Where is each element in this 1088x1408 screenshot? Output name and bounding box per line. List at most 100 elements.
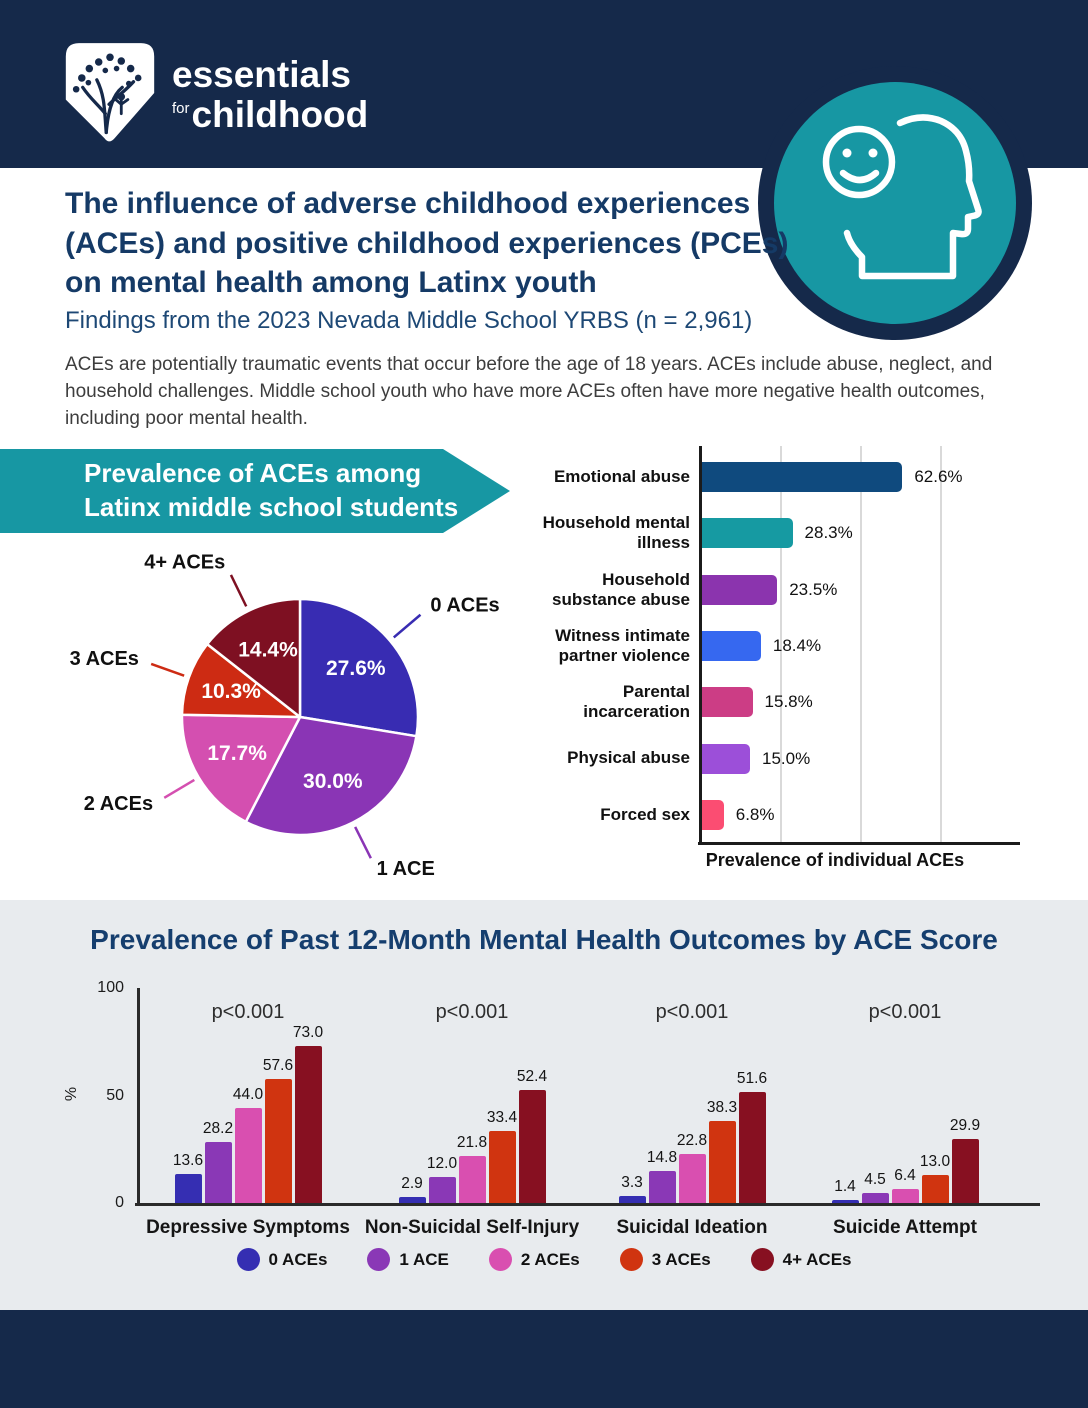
pie-slice-value: 14.4% — [238, 639, 298, 662]
logo-word-childhood: forchildhood — [172, 93, 369, 135]
pie-slice — [244, 715, 418, 837]
bar-category-label: Household substance abuse — [552, 569, 690, 609]
bar — [204, 1142, 232, 1203]
logo-word-for: for — [172, 99, 190, 117]
bar — [458, 1156, 486, 1203]
bar — [702, 518, 793, 549]
essentials-tree-nevada-icon — [65, 43, 155, 142]
bar-value-label: 52.4 — [516, 1068, 548, 1086]
outcomes-chart-title: Prevalence of Past 12-Month Mental Healt… — [90, 924, 998, 955]
bar — [738, 1092, 766, 1203]
bar-value-label: 21.8 — [456, 1134, 488, 1152]
legend-label: 3 ACEs — [651, 1249, 711, 1269]
x-axis-line — [135, 1203, 1040, 1206]
bar — [951, 1138, 979, 1203]
pie-slice-value: 10.3% — [201, 680, 261, 703]
bar — [861, 1193, 889, 1203]
bar — [702, 799, 724, 830]
bar — [702, 687, 753, 718]
banner-line-2: Latinx middle school students — [84, 492, 459, 522]
legend-item: 1 ACE — [367, 1248, 449, 1271]
pie-slice — [205, 597, 302, 719]
logo-word-essentials: essentials — [172, 54, 351, 95]
bar-category-label: Emotional abuse — [553, 466, 690, 486]
bar-value-label: 6.8% — [735, 804, 775, 824]
pie-slice-label: 3 ACEs — [70, 648, 139, 670]
y-axis-title: % — [63, 1086, 80, 1102]
x-axis-line — [698, 842, 1020, 845]
gridline — [940, 446, 942, 842]
section-banner: Prevalence of ACEs among Latinx middle s… — [0, 449, 510, 533]
pie-leader-line — [163, 778, 195, 799]
p-value-label: p<0.001 — [211, 1001, 285, 1023]
ace-score-legend: 0 ACEs 1 ACE 2 ACEs 3 ACEs 4+ ACEs — [0, 1248, 1088, 1271]
pie-leader-line — [354, 826, 372, 859]
legend-label: 1 ACE — [399, 1249, 449, 1269]
bar-value-label: 2.9 — [401, 1174, 423, 1192]
bar-value-label: 33.4 — [486, 1109, 518, 1127]
bar-category-label: Household mental illness — [542, 513, 690, 553]
title-line-2: (ACEs) and positive childhood experience… — [65, 226, 789, 260]
gridline — [860, 446, 862, 842]
footer-band: N School of Public Health Making Health … — [0, 1310, 1088, 1408]
legend-swatch — [488, 1248, 512, 1271]
pie-slice-value: 27.6% — [326, 657, 386, 680]
legend-label: 2 ACEs — [520, 1249, 580, 1269]
bar-value-label: 44.0 — [232, 1086, 264, 1104]
bar-value-label: 23.5% — [789, 579, 838, 599]
header-logo-text: essentials forchildhood — [172, 54, 369, 135]
bar-value-label: 28.3% — [804, 523, 853, 543]
pie-slice — [180, 713, 302, 824]
bar-value-label: 4.5 — [864, 1171, 886, 1189]
bar — [294, 1046, 322, 1203]
y-tick-label: 0 — [115, 1194, 124, 1211]
bar-value-label: 15.0% — [762, 748, 811, 768]
pie-slice — [298, 597, 420, 738]
bar — [428, 1177, 456, 1203]
bar-value-label: 22.8 — [676, 1131, 708, 1149]
bar-value-label: 12.0 — [426, 1155, 458, 1173]
title-line-1: The influence of adverse childhood exper… — [65, 187, 751, 220]
title-line-3: on mental health among Latinx youth — [65, 266, 597, 300]
bar-value-label: 38.3 — [706, 1098, 738, 1116]
bar-value-label: 51.6 — [736, 1070, 768, 1088]
legend-swatch — [236, 1248, 260, 1271]
y-tick-label: 50 — [106, 1086, 124, 1104]
group-label: Non-Suicidal Self-Injury — [364, 1217, 580, 1238]
bar — [618, 1195, 646, 1203]
pie-slice-label: 1 ACE — [377, 858, 435, 880]
outcomes-bar-chart: 0 50 100% p<0.001 13.6 28.2 44.0 57.6 73.0 Depres… — [60, 975, 1060, 1275]
bar-value-label: 13.0 — [919, 1153, 951, 1171]
pie-slice-value: 30.0% — [303, 770, 363, 793]
y-axis-line — [699, 446, 702, 845]
bar — [702, 630, 761, 661]
intro-paragraph: ACEs are potentially traumatic events th… — [65, 354, 993, 429]
bar-value-label: 57.6 — [262, 1057, 294, 1075]
individual-aces-bar-chart: Prevalence of individual ACEs Emotional … — [540, 440, 1088, 900]
bar-value-label: 18.4% — [772, 635, 822, 655]
bar-value-label: 6.4 — [894, 1167, 916, 1185]
bar — [398, 1196, 426, 1203]
bar-value-label: 3.3 — [621, 1173, 643, 1191]
bar — [831, 1199, 859, 1203]
bar-value-label: 15.8% — [764, 692, 813, 712]
bar-category-label: Physical abuse — [567, 748, 690, 768]
bar-value-label: 73.0 — [292, 1024, 324, 1042]
legend-item: 4+ ACEs — [750, 1248, 852, 1271]
group-label: Depressive Symptoms — [146, 1217, 350, 1238]
pie-leader-line — [150, 662, 185, 677]
legend-label: 0 ACEs — [268, 1249, 328, 1269]
legend-swatch — [367, 1248, 391, 1271]
ace-pie-chart: 27.6% 0 ACEs 30.0% 1 ACE 17.7% 2 ACEs 10.3% 3 A… — [70, 551, 500, 880]
hbar-axis-title: Prevalence of individual ACEs — [705, 850, 965, 870]
bar-category-label: Forced sex — [600, 804, 690, 824]
pie-slice — [180, 642, 302, 719]
pie-slice-label: 4+ ACEs — [144, 551, 225, 573]
bar-category-label: Witness intimate partner violence — [555, 625, 690, 665]
p-value-label: p<0.001 — [655, 1001, 729, 1023]
bar — [234, 1108, 262, 1203]
bar — [648, 1171, 676, 1203]
pie-leader-line — [229, 574, 248, 607]
bar — [174, 1173, 202, 1203]
